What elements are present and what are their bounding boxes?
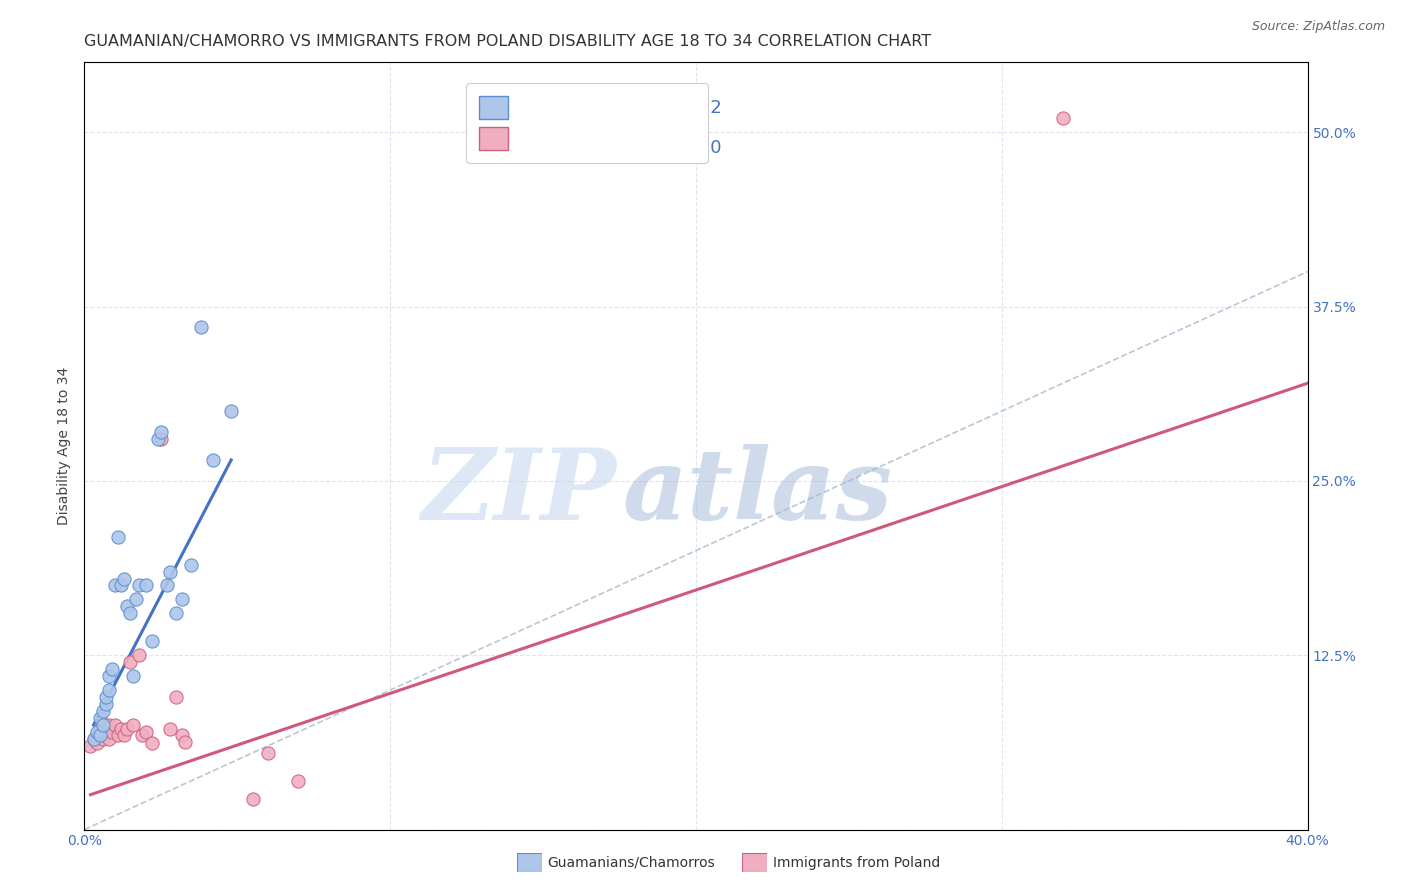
Point (94, 690, 117, 704)
Point (91, 718, 114, 732)
Point (219, 404, 242, 418)
Point (104, 578, 127, 592)
Point (257, 746, 280, 760)
Point (128, 648, 150, 663)
FancyBboxPatch shape (742, 853, 768, 872)
Point (91, 704, 114, 718)
Point (149, 425, 172, 439)
Point (165, 690, 187, 704)
Point (97, 669, 120, 683)
Point (104, 718, 127, 732)
Point (131, 728, 153, 742)
Point (107, 530, 129, 544)
Point (120, 655, 142, 669)
Point (172, 592, 194, 607)
Point (125, 592, 148, 607)
Point (79, 739, 101, 753)
Point (89, 711, 111, 725)
Point (86, 725, 108, 739)
Point (180, 558, 202, 572)
Text: Source: ZipAtlas.com: Source: ZipAtlas.com (1251, 20, 1385, 33)
Point (112, 572, 135, 586)
Text: R = 0.573   N = 30: R = 0.573 N = 30 (551, 139, 723, 157)
Point (89, 728, 111, 742)
Point (110, 578, 132, 592)
Point (107, 728, 129, 742)
Point (94, 697, 117, 711)
Point (112, 728, 135, 742)
Point (97, 731, 120, 746)
Point (141, 736, 163, 750)
Text: GUAMANIAN/CHAMORRO VS IMMIGRANTS FROM POLAND DISABILITY AGE 18 TO 34 CORRELATION: GUAMANIAN/CHAMORRO VS IMMIGRANTS FROM PO… (84, 34, 932, 49)
Point (89, 722, 111, 736)
Point (242, 792, 264, 806)
FancyBboxPatch shape (517, 853, 543, 872)
Point (159, 565, 181, 579)
Y-axis label: Disability Age 18 to 34: Disability Age 18 to 34 (58, 367, 72, 525)
Point (287, 773, 309, 788)
Text: atlas: atlas (623, 444, 893, 541)
Point (149, 432, 172, 446)
Point (91, 731, 114, 746)
Point (135, 725, 157, 739)
Point (141, 634, 163, 648)
Point (89, 728, 111, 742)
Point (165, 607, 187, 621)
Legend:                               ,                               : , (467, 83, 707, 162)
Point (122, 718, 145, 732)
Point (83, 731, 105, 746)
Point (174, 734, 197, 748)
Point (128, 578, 150, 592)
Text: R = 0.459   N = 32: R = 0.459 N = 32 (551, 99, 723, 117)
Point (122, 669, 145, 683)
Point (94, 725, 117, 739)
Point (146, 432, 169, 446)
Point (83, 731, 105, 746)
Text: Guamanians/Chamorros: Guamanians/Chamorros (548, 855, 716, 870)
Text: Immigrants from Poland: Immigrants from Poland (773, 855, 939, 870)
Point (156, 578, 179, 592)
Point (1052, 112, 1074, 126)
Point (190, 320, 212, 334)
Point (101, 662, 124, 676)
Point (97, 718, 120, 732)
Text: ZIP: ZIP (422, 444, 616, 541)
Point (86, 736, 108, 750)
Point (115, 599, 138, 614)
Point (135, 578, 157, 592)
Point (101, 725, 124, 739)
Point (159, 722, 181, 736)
Point (120, 607, 142, 621)
Point (115, 722, 138, 736)
Point (172, 728, 194, 742)
Point (110, 722, 132, 736)
Point (97, 683, 120, 698)
Point (201, 453, 224, 467)
